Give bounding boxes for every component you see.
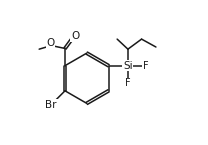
Text: Br: Br [45, 100, 57, 110]
Text: F: F [125, 78, 131, 88]
Text: Si: Si [123, 61, 133, 71]
Text: O: O [71, 31, 79, 41]
Text: O: O [47, 38, 55, 48]
Text: F: F [143, 61, 149, 71]
